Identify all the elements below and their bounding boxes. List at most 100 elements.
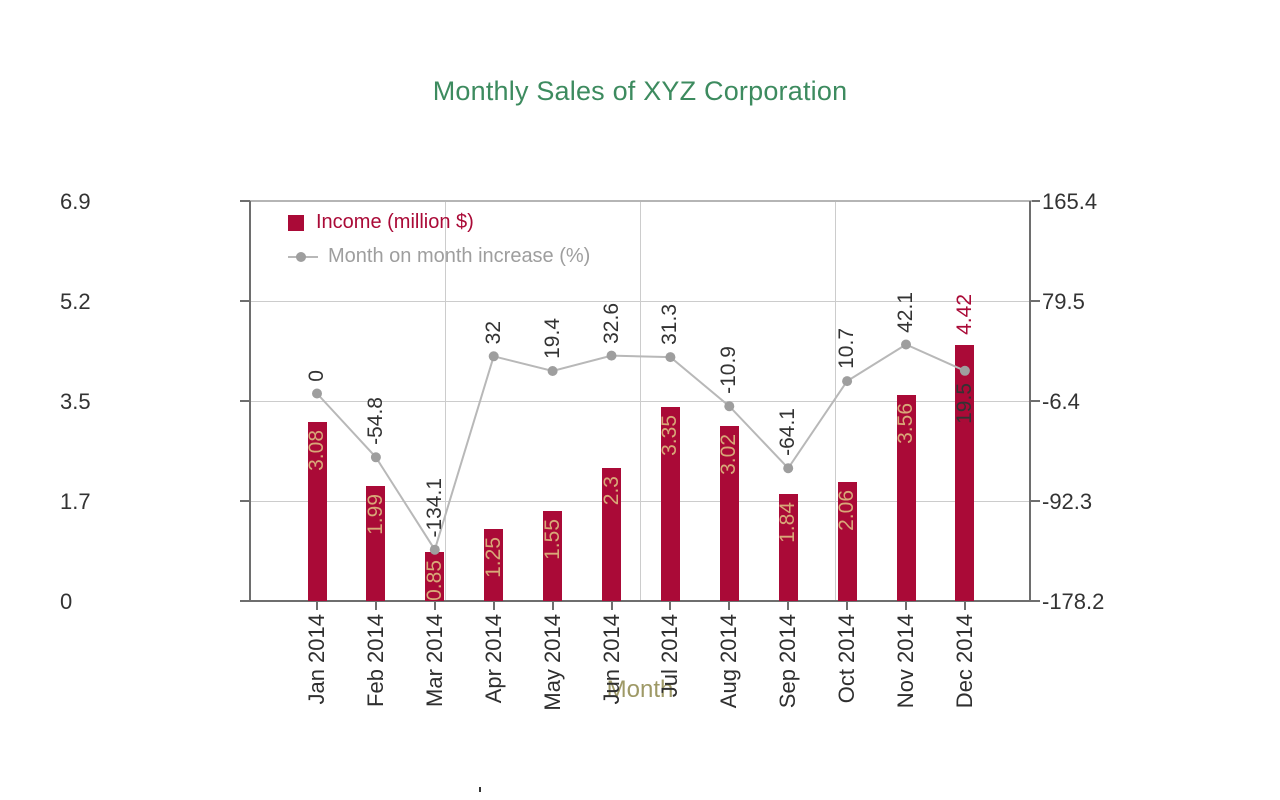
line-value-label: 42.1 (894, 291, 917, 333)
x-axis-label: Jun 2014 (598, 614, 624, 705)
legend-item-income: Income (million $) (288, 211, 590, 234)
y-axis-left-tick (240, 500, 250, 502)
y-axis-left-tick (240, 200, 250, 202)
increase-point[interactable] (370, 452, 381, 463)
income-bar[interactable] (719, 425, 739, 601)
v-gridline (445, 201, 446, 601)
y-axis-left-label: 5.2 (60, 289, 91, 314)
x-axis-label: Mar 2014 (421, 614, 447, 707)
x-axis-label: Aug 2014 (716, 614, 742, 709)
income-bar[interactable] (955, 344, 975, 601)
y-axis-left-label: 1.7 (60, 489, 91, 514)
increase-line-dot-swatch-icon (288, 251, 318, 262)
x-axis-line (249, 600, 1031, 602)
x-axis-label: Dec 2014 (951, 614, 977, 709)
increase-point[interactable] (842, 376, 853, 387)
income-bar[interactable] (366, 485, 386, 601)
y-axis-right-label: 79.5 (1042, 289, 1085, 314)
x-axis-tick (728, 602, 731, 610)
line-value-label: -64.1 (776, 408, 800, 457)
income-bar[interactable] (307, 422, 327, 601)
increase-point[interactable] (959, 365, 970, 376)
increase-line (316, 343, 966, 553)
line-value-label: 0 (305, 369, 328, 382)
chart-title: Monthly Sales of XYZ Corporation (432, 76, 848, 106)
y-axis-left-tick (240, 400, 250, 402)
x-axis-tick (492, 602, 495, 610)
income-square-swatch-icon (288, 214, 304, 231)
v-gridline (640, 201, 641, 601)
y-axis-left-label: 6.9 (60, 189, 91, 214)
income-bar[interactable] (543, 511, 563, 601)
x-axis-label: Oct 2014 (834, 614, 860, 704)
line-value-label: 31.3 (658, 304, 682, 346)
x-axis-label: Jul 2014 (657, 614, 683, 698)
increase-line-chart (312, 339, 970, 555)
line-value-label: 32.6 (599, 302, 623, 344)
increase-point[interactable] (488, 351, 499, 362)
x-axis-tick (846, 602, 849, 610)
increase-point[interactable] (665, 352, 676, 363)
y-axis-right-label: -6.4 (1042, 389, 1080, 414)
increase-point[interactable] (783, 463, 794, 474)
legend-label-increase: Month on month increase (%) (328, 245, 591, 267)
y-axis-right-tick (1030, 400, 1040, 402)
line-value-label: 10.7 (835, 328, 859, 370)
x-axis-label: Sep 2014 (775, 614, 801, 709)
income-bar[interactable] (484, 528, 504, 601)
y-axis-left-tick (240, 600, 250, 602)
y-axis-right-label: 165.4 (1042, 189, 1098, 214)
increase-point[interactable] (429, 544, 440, 555)
y-axis-right-tick (1030, 300, 1040, 302)
increase-point[interactable] (724, 401, 735, 412)
x-axis-tick (905, 602, 907, 610)
x-axis-tick (787, 602, 790, 610)
y-axis-left-line (249, 201, 251, 601)
y-axis-right-tick (1030, 500, 1040, 502)
income-bar[interactable] (425, 551, 445, 601)
stray-cursor-mark (479, 787, 481, 792)
y-axis-left-label: 0 (60, 589, 73, 614)
increase-point[interactable] (606, 350, 617, 361)
increase-point[interactable] (312, 388, 322, 399)
line-value-label: -10.9 (717, 346, 741, 395)
legend: Income (million $) Month on month increa… (288, 211, 590, 279)
x-axis-tick (374, 602, 377, 610)
line-value-label: 19.5 (952, 382, 976, 424)
x-axis-label: Nov 2014 (893, 614, 918, 709)
x-axis-title: Month (606, 676, 674, 703)
increase-point[interactable] (901, 339, 911, 350)
line-value-label: -134.1 (422, 478, 446, 538)
income-bar[interactable] (602, 467, 621, 601)
income-bar[interactable] (896, 394, 916, 601)
x-axis-tick (316, 602, 318, 610)
x-axis-tick (610, 602, 613, 610)
legend-label-income: Income (million $) (316, 211, 474, 233)
line-value-label: 32 (481, 320, 505, 345)
legend-item-increase: Month on month increase (%) (288, 245, 590, 268)
y-axis-right-label: -178.2 (1042, 589, 1105, 614)
v-gridline (835, 201, 836, 601)
increase-dot-icon (296, 251, 306, 262)
x-axis-tick (963, 602, 966, 610)
line-value-label: -54.8 (363, 397, 387, 446)
x-axis-label: Feb 2014 (362, 614, 388, 707)
x-axis-tick (551, 602, 554, 610)
income-bar[interactable] (778, 494, 798, 601)
increase-point[interactable] (547, 366, 558, 376)
x-axis-label: May 2014 (539, 614, 565, 711)
y-axis-right-tick (1030, 200, 1040, 202)
income-bar[interactable] (837, 481, 857, 601)
x-axis-label: Jan 2014 (304, 614, 329, 705)
x-axis-tick (433, 602, 436, 610)
x-axis-tick (669, 602, 672, 610)
x-axis-label: Apr 2014 (480, 614, 506, 704)
y-axis-right-line (1029, 201, 1031, 601)
plot-top-border (250, 200, 1032, 202)
y-axis-right-label: -92.3 (1042, 489, 1093, 514)
y-axis-left-tick (240, 300, 250, 302)
income-bar[interactable] (660, 406, 680, 601)
y-axis-left-label: 3.5 (60, 389, 91, 414)
